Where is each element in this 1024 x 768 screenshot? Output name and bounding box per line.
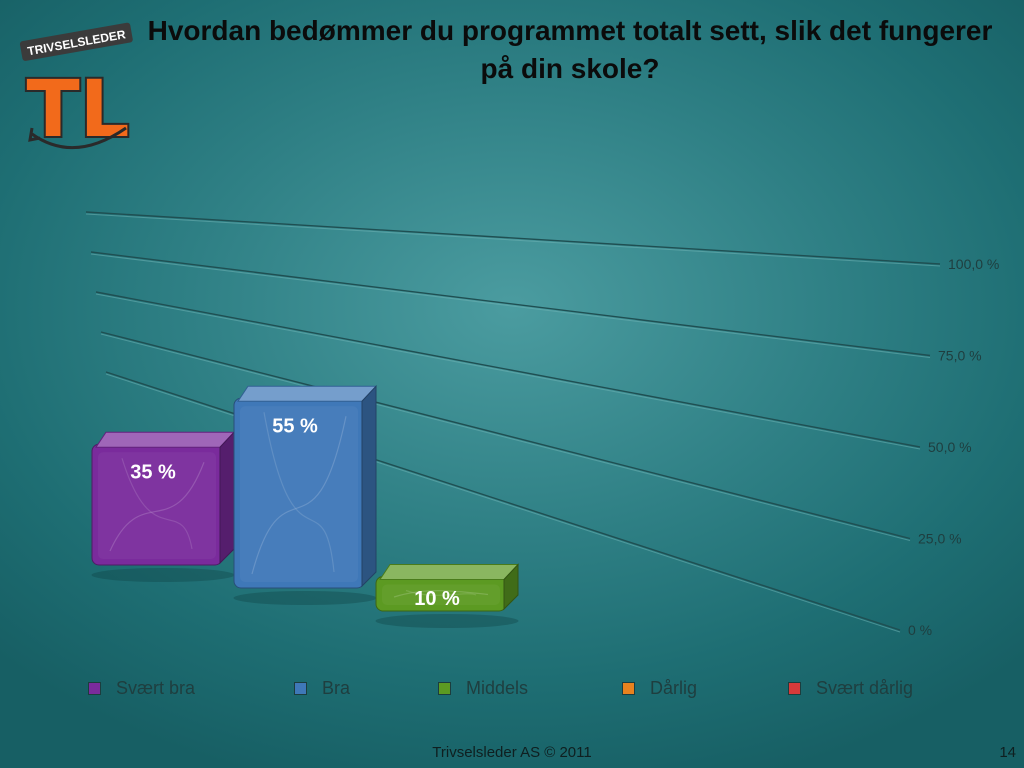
slide-title: Hvordan bedømmer du programmet totalt se… (147, 15, 993, 84)
legend-item: Bra (294, 676, 350, 700)
y-tick-label: 100,0 % (948, 256, 999, 272)
bar (375, 563, 520, 628)
legend-label: Svært dårlig (816, 677, 914, 698)
legend-label: Bra (322, 677, 351, 698)
gridline (100, 331, 911, 540)
legend-swatch (88, 681, 101, 695)
y-tick-label: 50,0 % (928, 439, 972, 455)
data-label: 10 % (414, 588, 460, 610)
page-number: 14 (999, 744, 1016, 761)
legend-label: Middels (466, 677, 529, 698)
gridline (95, 291, 921, 448)
data-label: 55 % (272, 415, 318, 437)
legend-item: Svært dårlig (788, 676, 913, 700)
gridline (90, 251, 931, 357)
y-tick-label: 25,0 % (918, 531, 962, 547)
legend-swatch (622, 681, 635, 695)
legend-swatch (294, 681, 307, 695)
logo-monogram: TL (27, 65, 130, 155)
gridline (85, 211, 941, 265)
y-tick-label: 0 % (908, 622, 932, 638)
chart-legend: Svært bra Bra Middels Dårlig Svært dårlig (88, 676, 948, 700)
legend-item: Middels (438, 676, 528, 700)
legend-label: Svært bra (116, 677, 196, 698)
footer-copyright: Trivselsleder AS © 2011 (432, 744, 592, 761)
data-label: 35 % (130, 461, 176, 483)
bar (233, 384, 378, 605)
legend-item: Dårlig (622, 676, 697, 700)
legend-swatch (788, 681, 801, 695)
legend-item: Svært bra (88, 676, 195, 700)
gridline-highlight (100, 333, 911, 541)
gridline-highlight (85, 213, 941, 267)
gridline-highlight (90, 253, 931, 358)
legend-label: Dårlig (650, 677, 698, 698)
bar (91, 430, 236, 582)
gridline-highlight (95, 293, 921, 450)
legend-swatch (438, 681, 451, 695)
trivselsleder-logo: TRIVSELSLEDER TL (19, 22, 133, 157)
y-tick-label: 75,0 % (938, 348, 982, 364)
